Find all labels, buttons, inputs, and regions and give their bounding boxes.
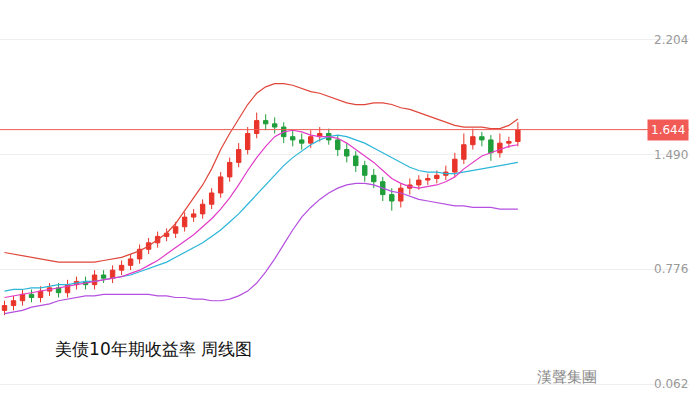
svg-text:1.644: 1.644 [651,123,685,137]
svg-text:1.490: 1.490 [654,148,688,162]
svg-text:0.062: 0.062 [654,377,688,391]
svg-text:美债10年期收益率 周线图: 美债10年期收益率 周线图 [55,339,252,359]
svg-text:0.776: 0.776 [654,262,688,276]
svg-text:漢聲集團: 漢聲集團 [537,368,597,386]
svg-text:2.204: 2.204 [654,33,688,47]
